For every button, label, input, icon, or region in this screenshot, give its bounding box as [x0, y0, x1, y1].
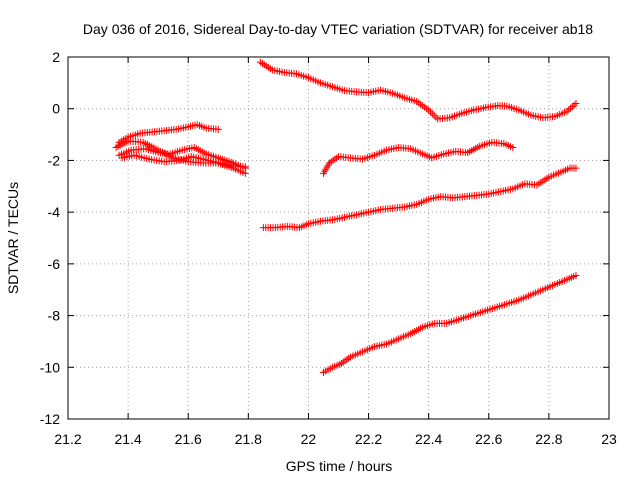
data-point-marker	[426, 108, 434, 116]
data-point-marker	[572, 164, 580, 172]
y-tick-labels: 2 0 -2 -4 -6 -8 -10 -12	[40, 49, 60, 427]
x-tick-label: 22	[301, 431, 317, 447]
data-point-marker	[338, 359, 346, 367]
x-tick-label: 22.8	[535, 431, 562, 447]
x-tick-labels: 21.2 21.4 21.6 21.8 22 22.2 22.4 22.6 22.8 23	[54, 431, 617, 447]
y-tick-label: 0	[52, 101, 60, 117]
chart-title: Day 036 of 2016, Sidereal Day-to-day VTE…	[83, 21, 593, 37]
series-track-8	[319, 271, 580, 376]
x-tick-label: 21.6	[175, 431, 202, 447]
data-point-marker	[572, 271, 580, 279]
y-tick-label: -2	[48, 152, 61, 168]
x-tick-label: 21.8	[235, 431, 262, 447]
plot-frame	[67, 56, 610, 420]
data-point-marker	[241, 169, 249, 177]
data-point-marker	[214, 125, 222, 133]
grid	[68, 57, 609, 419]
series-track-2	[112, 137, 249, 171]
data-point-marker	[432, 113, 440, 121]
x-tick-label: 21.4	[114, 431, 141, 447]
data-point-marker	[563, 107, 571, 115]
series-track-1	[115, 121, 222, 146]
data-point-marker	[568, 103, 576, 111]
data-point-marker	[430, 111, 438, 119]
x-tick-label: 22.6	[475, 431, 502, 447]
y-axis-label: SDTVAR / TECUs	[5, 182, 21, 294]
data-point-marker	[329, 156, 337, 164]
data-point-marker	[345, 354, 353, 362]
y-tick-label: -6	[48, 256, 61, 272]
data-point-marker	[572, 100, 580, 108]
y-tick-label: -8	[48, 308, 61, 324]
data-point-marker	[333, 154, 341, 162]
series-track-5	[256, 58, 580, 123]
x-tick-label: 21.2	[54, 431, 81, 447]
data-point-marker	[331, 155, 339, 163]
x-tick-label: 23	[601, 431, 617, 447]
data-markers	[112, 58, 580, 376]
x-tick-label: 22.4	[415, 431, 442, 447]
series-track-6	[319, 138, 517, 177]
data-point-marker	[343, 356, 351, 364]
data-point-marker	[425, 106, 433, 114]
y-tick-label: -4	[48, 204, 61, 220]
data-point-marker	[565, 106, 573, 114]
data-point-marker	[341, 357, 349, 365]
data-point-marker	[325, 159, 333, 167]
x-axis-label: GPS time / hours	[286, 458, 393, 474]
data-point-marker	[339, 358, 347, 366]
data-point-marker	[509, 144, 517, 151]
x-tick-label: 22.2	[355, 431, 382, 447]
y-tick-label: -10	[40, 359, 60, 375]
series-track-4	[118, 151, 249, 177]
series-track-7	[259, 164, 580, 232]
series-track-3	[115, 144, 249, 172]
data-point-marker	[327, 158, 335, 166]
data-point-marker	[567, 104, 575, 112]
y-tick-label: -12	[40, 411, 60, 427]
data-point-marker	[570, 101, 578, 109]
data-point-marker	[428, 110, 436, 118]
y-tick-label: 2	[52, 49, 60, 65]
